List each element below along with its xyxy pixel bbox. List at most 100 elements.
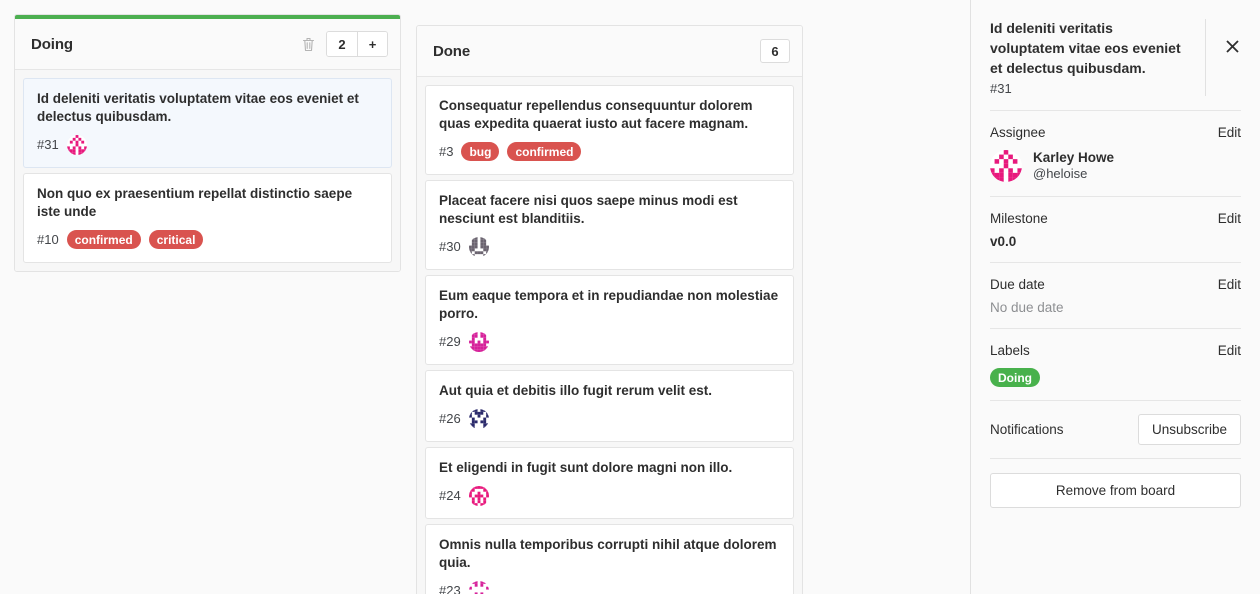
issue-card[interactable]: Consequatur repellendus consequuntur dol…: [425, 85, 794, 175]
list-card-count: 2: [327, 32, 357, 56]
sidebar-label-pill[interactable]: Doing: [990, 368, 1040, 388]
issue-label-pill[interactable]: bug: [461, 142, 500, 162]
list-header-actions: 2 +: [301, 31, 388, 57]
issue-card-id: #23: [439, 583, 461, 594]
notifications-label: Notifications: [990, 422, 1064, 438]
issue-card-title: Id deleniti veritatis voluptatem vitae e…: [37, 91, 359, 124]
trash-icon[interactable]: [301, 36, 315, 52]
issue-label-pill[interactable]: confirmed: [66, 230, 141, 250]
issue-label-pill[interactable]: critical: [148, 230, 204, 250]
issue-card-title: Non quo ex praesentium repellat distinct…: [37, 185, 353, 219]
issue-card-id: #26: [439, 411, 461, 427]
board-list: Doing 2 + Id deleniti veritatis voluptatem …: [14, 14, 401, 272]
issue-card-meta: #10 confirmed critical: [37, 230, 378, 250]
close-button-wrapper: [1205, 19, 1241, 96]
board-lists-container: Doing 2 + Id deleniti veritatis voluptatem …: [14, 14, 803, 594]
milestone-section: Milestone Edit v0.0: [990, 197, 1241, 262]
issue-card-title: Placeat facere nisi quos saepe minus mod…: [439, 192, 738, 226]
due-date-section: Due date Edit No due date: [990, 263, 1241, 328]
issue-detail-sidebar: Id deleniti veritatis voluptatem vitae e…: [970, 0, 1260, 594]
close-icon[interactable]: [1223, 37, 1241, 55]
avatar: [468, 580, 489, 594]
board-list: Done 6 Consequatur repellendus consequuntu…: [416, 25, 803, 594]
due-date-value: No due date: [990, 300, 1064, 316]
divider: [990, 109, 1241, 111]
issue-card-title: Aut quia et debitis illo fugit rerum vel…: [439, 382, 713, 398]
issue-card-id: #24: [439, 488, 461, 504]
labels-section: Labels Edit Doing: [990, 329, 1241, 400]
issue-card-meta: #30: [439, 236, 780, 257]
issue-card[interactable]: Placeat facere nisi quos saepe minus mod…: [425, 179, 794, 270]
list-cards: Id deleniti veritatis voluptatem vitae e…: [15, 70, 400, 271]
divider: [990, 328, 1241, 330]
milestone-label: Milestone: [990, 211, 1048, 227]
issue-card-title: Omnis nulla temporibus corrupti nihil at…: [439, 536, 777, 570]
remove-from-board-button[interactable]: Remove from board: [990, 473, 1241, 509]
avatar: [468, 408, 489, 429]
list-header: Doing 2 +: [15, 19, 400, 70]
sidebar-header-text: Id deleniti veritatis voluptatem vitae e…: [990, 19, 1205, 96]
unsubscribe-button[interactable]: Unsubscribe: [1137, 414, 1241, 446]
issue-card-id: #31: [37, 137, 59, 153]
sidebar-issue-title: Id deleniti veritatis voluptatem vitae e…: [990, 20, 1181, 76]
labels-label: Labels: [990, 343, 1030, 359]
issue-card[interactable]: Eum eaque tempora et in repudiandae non …: [425, 274, 794, 365]
sidebar-header: Id deleniti veritatis voluptatem vitae e…: [990, 0, 1241, 110]
issue-card-id: #3: [439, 144, 454, 160]
labels-header-row: Labels Edit: [990, 343, 1241, 358]
issue-card-meta: #31: [37, 134, 378, 155]
assignee-header-row: Assignee Edit: [990, 125, 1241, 140]
assignee-handle: @heloise: [1033, 166, 1088, 182]
labels-edit-link[interactable]: Edit: [1217, 343, 1241, 359]
milestone-edit-link[interactable]: Edit: [1217, 211, 1241, 227]
issue-card[interactable]: Id deleniti veritatis voluptatem vitae e…: [23, 78, 392, 168]
divider: [990, 400, 1241, 402]
assignee-section: Assignee Edit Karley Howe @heloise: [990, 111, 1241, 196]
due-date-header-row: Due date Edit: [990, 277, 1241, 292]
assignee-edit-link[interactable]: Edit: [1217, 124, 1241, 140]
assignee-label: Assignee: [990, 124, 1046, 140]
avatar: [468, 236, 489, 257]
issue-card-meta: #24: [439, 485, 780, 506]
issue-card-id: #29: [439, 334, 461, 350]
issue-card-meta: #3 bug confirmed: [439, 142, 780, 162]
avatar: [990, 149, 1022, 182]
avatar: [468, 485, 489, 506]
due-date-edit-link[interactable]: Edit: [1217, 277, 1241, 293]
list-count-add-group: 2 +: [326, 31, 388, 57]
divider: [990, 262, 1241, 264]
labels-list: Doing: [990, 368, 1241, 388]
list-accent-bar: [15, 15, 400, 19]
issue-label-pill[interactable]: confirmed: [507, 142, 582, 162]
issue-card[interactable]: Et eligendi in fugit sunt dolore magni n…: [425, 446, 794, 519]
list-header-actions: 6: [760, 39, 790, 63]
add-card-button[interactable]: +: [357, 32, 387, 56]
issue-card-id: #10: [37, 232, 59, 248]
issue-card-title: Eum eaque tempora et in repudiandae non …: [439, 287, 779, 321]
issue-card[interactable]: Omnis nulla temporibus corrupti nihil at…: [425, 523, 794, 594]
issue-card-meta: #23: [439, 580, 780, 594]
avatar: [468, 331, 489, 352]
issue-card[interactable]: Non quo ex praesentium repellat distinct…: [23, 172, 392, 263]
issue-card-title: Consequatur repellendus consequuntur dol…: [439, 98, 753, 131]
sidebar-issue-id: #31: [990, 80, 1012, 96]
issue-card-meta: #26: [439, 408, 780, 429]
issue-card-title: Et eligendi in fugit sunt dolore magni n…: [439, 459, 733, 475]
list-title: Done: [433, 42, 471, 60]
divider: [990, 458, 1241, 460]
list-cards: Consequatur repellendus consequuntur dol…: [417, 77, 802, 594]
issue-card-id: #30: [439, 239, 461, 255]
assignee-value-row[interactable]: Karley Howe @heloise: [990, 149, 1241, 183]
remove-section: Remove from board: [990, 459, 1241, 509]
due-date-label: Due date: [990, 277, 1045, 293]
list-title: Doing: [31, 35, 73, 53]
list-header: Done 6: [417, 26, 802, 77]
issue-card[interactable]: Aut quia et debitis illo fugit rerum vel…: [425, 369, 794, 442]
issue-card-meta: #29: [439, 331, 780, 352]
assignee-name: Karley Howe: [1033, 149, 1115, 165]
milestone-value: v0.0: [990, 234, 1017, 250]
list-card-count: 6: [760, 39, 790, 63]
divider: [990, 196, 1241, 198]
avatar: [66, 134, 87, 155]
